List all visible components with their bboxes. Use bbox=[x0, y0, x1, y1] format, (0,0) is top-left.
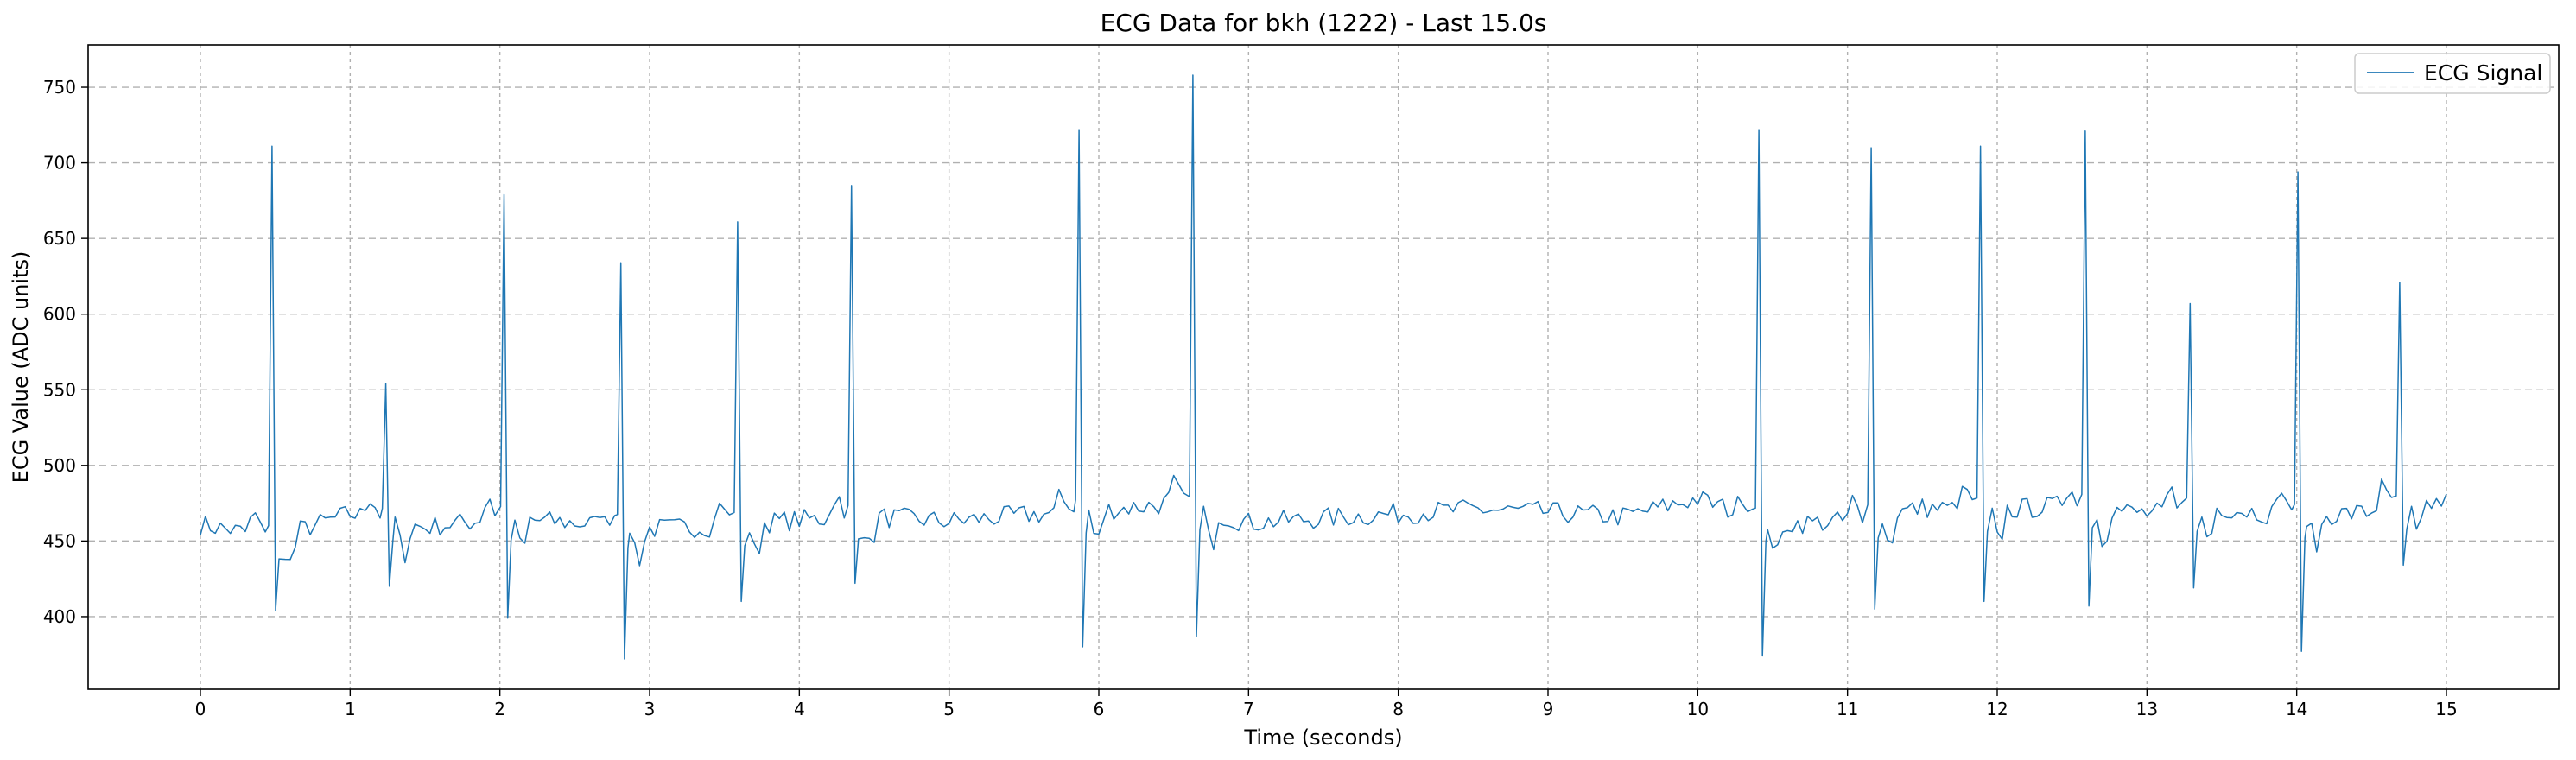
x-tick-label: 14 bbox=[2286, 699, 2307, 719]
legend-label: ECG Signal bbox=[2424, 60, 2542, 86]
x-tick-label: 8 bbox=[1393, 699, 1404, 719]
x-tick-label: 13 bbox=[2136, 699, 2158, 719]
x-axis-label: Time (seconds) bbox=[1243, 725, 1402, 750]
y-tick-label: 400 bbox=[43, 606, 76, 627]
x-tick-label: 2 bbox=[494, 699, 505, 719]
x-tick-label: 11 bbox=[1837, 699, 1858, 719]
ecg-series bbox=[200, 74, 2447, 660]
legend: ECG Signal bbox=[2354, 53, 2551, 94]
y-tick-label: 750 bbox=[43, 77, 76, 98]
x-tick-label: 3 bbox=[644, 699, 656, 719]
y-tick-label: 450 bbox=[43, 530, 76, 551]
grid-layer bbox=[88, 45, 2559, 689]
y-tick-label: 650 bbox=[43, 228, 76, 249]
x-tick-label: 5 bbox=[943, 699, 955, 719]
y-axis: 400 450 500 550 600 650 700 750 bbox=[43, 77, 88, 627]
x-tick-label: 1 bbox=[345, 699, 356, 719]
x-tick-label: 0 bbox=[195, 699, 206, 719]
plot-frame bbox=[87, 44, 2560, 690]
chart-title: ECG Data for bkh (1222) - Last 15.0s bbox=[1101, 9, 1547, 37]
x-tick-label: 7 bbox=[1243, 699, 1254, 719]
x-tick-label: 6 bbox=[1094, 699, 1105, 719]
x-tick-label: 12 bbox=[1986, 699, 2008, 719]
x-axis: 0 1 2 3 4 5 6 7 8 9 10 11 12 13 14 15 bbox=[195, 689, 2458, 719]
legend-box bbox=[2354, 53, 2551, 94]
x-tick-label: 15 bbox=[2435, 699, 2457, 719]
y-tick-label: 500 bbox=[43, 455, 76, 476]
y-tick-label: 600 bbox=[43, 304, 76, 325]
y-tick-label: 700 bbox=[43, 153, 76, 174]
x-tick-label: 9 bbox=[1543, 699, 1554, 719]
x-tick-label: 10 bbox=[1687, 699, 1709, 719]
y-axis-label: ECG Value (ADC units) bbox=[9, 251, 33, 484]
ecg-signal-line bbox=[200, 74, 2447, 660]
x-tick-label: 4 bbox=[794, 699, 805, 719]
y-tick-label: 550 bbox=[43, 379, 76, 400]
